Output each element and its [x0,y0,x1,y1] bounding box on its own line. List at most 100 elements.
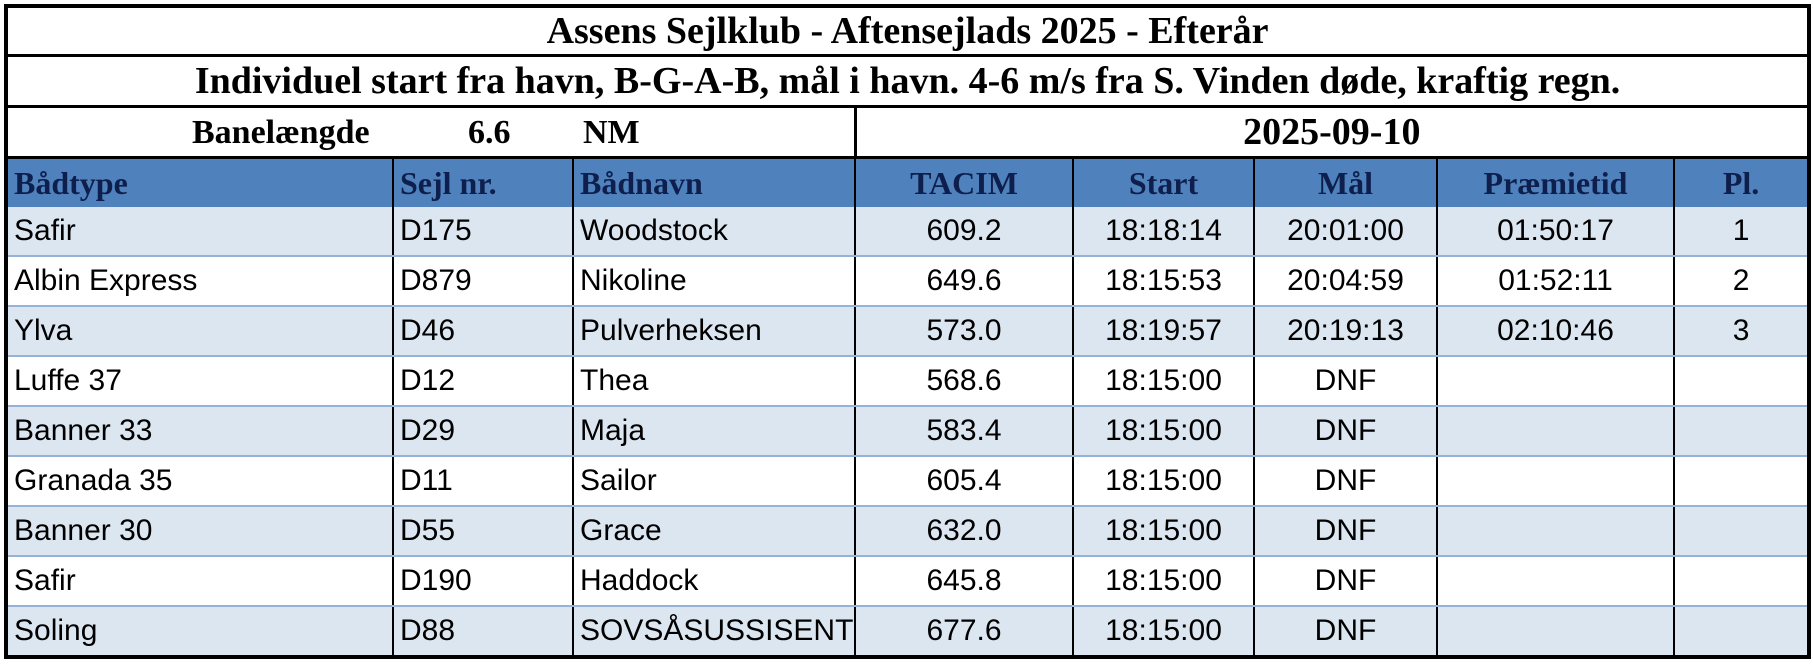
table-cell: D11 [393,456,574,507]
empty-cell [1674,456,1811,507]
table-cell: 605.4 [855,456,1074,507]
table-cell: 18:15:00 [1073,406,1255,457]
table-cell: 609.2 [855,207,1074,257]
table-cell: 18:15:00 [1073,356,1255,407]
table-cell: Haddock [573,556,856,607]
table-cell: 01:52:11 [1437,256,1675,307]
table-cell: D88 [393,606,574,658]
table-cell: 18:15:00 [1073,606,1255,658]
column-header: Start [1073,157,1255,207]
empty-cell [1437,556,1675,607]
table-cell: Granada 35 [6,456,394,507]
table-row: Ylva D46 Pulverheksen 573.0 18:19:57 20:19:13… [6,306,1811,357]
table-cell: DNF [1254,556,1438,607]
table-cell: D879 [393,256,574,307]
table-row: Granada 35 D11 Sailor 605.4 18:15:00 DNF [6,456,1811,507]
course-info: Banelængde 6.6 NM [6,106,857,159]
column-header: Pl. [1674,157,1811,207]
table-cell: Safir [6,207,394,257]
empty-cell [1437,456,1675,507]
empty-cell [1437,406,1675,457]
table-row: Albin Express D879 Nikoline 649.6 18:15:53 20… [6,256,1811,307]
table-cell: Luffe 37 [6,356,394,407]
table-cell: 1 [1674,207,1811,257]
column-header: TACIM [855,157,1074,207]
table-cell: 573.0 [855,306,1074,357]
table-cell: Woodstock [573,207,856,257]
table-cell: 02:10:46 [1437,306,1675,357]
course-label: Banelængde [192,114,370,151]
table-cell: 649.6 [855,256,1074,307]
table-cell: Soling [6,606,394,658]
table-cell: 2 [1674,256,1811,307]
table-cell: Sailor [573,456,856,507]
table-cell: 20:19:13 [1254,306,1438,357]
table-cell: D12 [393,356,574,407]
table-cell: D46 [393,306,574,357]
table-cell: 677.6 [855,606,1074,658]
subtitle: Individuel start fra havn, B-G-A-B, mål … [6,55,1810,108]
title: Assens Sejlklub - Aftensejlads 2025 - Ef… [6,6,1810,57]
table-cell: Maja [573,406,856,457]
table-cell: 20:04:59 [1254,256,1438,307]
table-cell: 583.4 [855,406,1074,457]
table-cell: 18:18:14 [1073,207,1255,257]
empty-cell [1437,356,1675,407]
table-row: Banner 30 D55 Grace 632.0 18:15:00 DNF [6,506,1811,557]
table-cell: 18:15:00 [1073,556,1255,607]
table-cell: DNF [1254,356,1438,407]
table-cell: 3 [1674,306,1811,357]
table-cell: Thea [573,356,856,407]
course-length: 6.6 [468,114,511,151]
empty-cell [1674,406,1811,457]
table-cell: DNF [1254,506,1438,557]
empty-cell [1674,556,1811,607]
table-row: Safir D175 Woodstock 609.2 18:18:14 20:01:00 0… [6,207,1811,257]
table-cell: 18:15:00 [1073,456,1255,507]
course-unit: NM [583,114,640,151]
table-cell: DNF [1254,406,1438,457]
empty-cell [1674,506,1811,557]
table-cell: Banner 33 [6,406,394,457]
table-cell: D175 [393,207,574,257]
table-cell: DNF [1254,456,1438,507]
table-row: Soling D88 SOVSÅSUSSISENT 677.6 18:15:00 DNF [6,606,1811,658]
table-cell: Nikoline [573,256,856,307]
race-date: 2025-09-10 [855,106,1810,159]
table-cell: 645.8 [855,556,1074,607]
results-table: Assens Sejlklub - Aftensejlads 2025 - Ef… [4,4,1812,659]
table-cell: 568.6 [855,356,1074,407]
table-cell: 18:19:57 [1073,306,1255,357]
table-cell: Pulverheksen [573,306,856,357]
empty-cell [1674,356,1811,407]
column-header: Mål [1254,157,1438,207]
table-cell: 20:01:00 [1254,207,1438,257]
header-row: Bådtype Sejl nr. Bådnavn TACIM Start Mål Præmi… [6,157,1811,207]
column-header: Præmietid [1437,157,1675,207]
column-header: Sejl nr. [393,157,574,207]
table-cell: 18:15:53 [1073,256,1255,307]
empty-cell [1674,606,1811,658]
empty-cell [1437,506,1675,557]
table-cell: 18:15:00 [1073,506,1255,557]
table-cell: Banner 30 [6,506,394,557]
empty-cell [1437,606,1675,658]
table-cell: Ylva [6,306,394,357]
column-header: Bådnavn [573,157,856,207]
table-cell: Safir [6,556,394,607]
table-cell: D55 [393,506,574,557]
table-cell: D190 [393,556,574,607]
column-header: Bådtype [6,157,394,207]
table-row: Luffe 37 D12 Thea 568.6 18:15:00 DNF [6,356,1811,407]
table-cell: 01:50:17 [1437,207,1675,257]
table-cell: D29 [393,406,574,457]
table-cell: Grace [573,506,856,557]
table-body: Safir D175 Woodstock 609.2 18:18:14 20:01:00 0… [6,207,1811,658]
table-cell: SOVSÅSUSSISENT [573,606,856,658]
table-cell: DNF [1254,606,1438,658]
table-cell: 632.0 [855,506,1074,557]
table-row: Safir D190 Haddock 645.8 18:15:00 DNF [6,556,1811,607]
table-cell: Albin Express [6,256,394,307]
table-row: Banner 33 D29 Maja 583.4 18:15:00 DNF [6,406,1811,457]
